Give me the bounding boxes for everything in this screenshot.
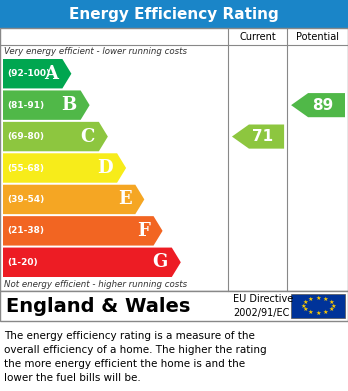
Text: C: C: [80, 127, 95, 145]
Polygon shape: [291, 93, 345, 117]
Text: England & Wales: England & Wales: [6, 296, 190, 316]
Bar: [0, 0, 348, 28]
Text: EU Directive
2002/91/EC: EU Directive 2002/91/EC: [233, 294, 293, 317]
Text: Energy Efficiency Rating: Energy Efficiency Rating: [69, 7, 279, 22]
Text: ★: ★: [330, 303, 336, 308]
Text: 71: 71: [252, 129, 273, 144]
Bar: [0, 291, 348, 321]
Text: Potential: Potential: [296, 32, 339, 41]
Polygon shape: [3, 248, 181, 277]
Text: 89: 89: [312, 98, 333, 113]
Text: ★: ★: [315, 296, 321, 301]
Text: The energy efficiency rating is a measure of the: The energy efficiency rating is a measur…: [4, 331, 255, 341]
Text: (39-54): (39-54): [7, 195, 44, 204]
Text: ★: ★: [308, 310, 313, 315]
Polygon shape: [3, 216, 163, 246]
Polygon shape: [3, 59, 71, 88]
Bar: [0, 28, 348, 291]
Text: ★: ★: [302, 300, 308, 305]
Text: D: D: [97, 159, 113, 177]
Text: ★: ★: [308, 297, 313, 302]
Text: ★: ★: [323, 297, 329, 302]
Text: the more energy efficient the home is and the: the more energy efficient the home is an…: [4, 359, 245, 369]
Text: ★: ★: [315, 311, 321, 316]
Text: B: B: [61, 96, 77, 114]
Text: G: G: [152, 253, 168, 271]
Polygon shape: [3, 185, 144, 214]
Text: ★: ★: [323, 310, 329, 315]
Text: Very energy efficient - lower running costs: Very energy efficient - lower running co…: [4, 47, 187, 56]
Text: Not energy efficient - higher running costs: Not energy efficient - higher running co…: [4, 280, 187, 289]
Text: ★: ★: [302, 307, 308, 312]
Text: (81-91): (81-91): [7, 100, 44, 109]
Text: (69-80): (69-80): [7, 132, 44, 141]
Text: E: E: [118, 190, 131, 208]
Text: lower the fuel bills will be.: lower the fuel bills will be.: [4, 373, 141, 383]
Polygon shape: [232, 124, 284, 149]
Polygon shape: [3, 122, 108, 151]
Text: ★: ★: [328, 300, 334, 305]
Text: (92-100): (92-100): [7, 69, 50, 78]
Text: (55-68): (55-68): [7, 163, 44, 172]
Text: ★: ★: [328, 307, 334, 312]
Text: A: A: [45, 65, 58, 83]
Polygon shape: [3, 90, 90, 120]
Text: Current: Current: [239, 32, 276, 41]
Text: F: F: [137, 222, 150, 240]
Text: (1-20): (1-20): [7, 258, 38, 267]
Text: ★: ★: [300, 303, 306, 308]
Text: (21-38): (21-38): [7, 226, 44, 235]
Bar: [291, 294, 345, 318]
Polygon shape: [3, 153, 126, 183]
Text: overall efficiency of a home. The higher the rating: overall efficiency of a home. The higher…: [4, 345, 267, 355]
